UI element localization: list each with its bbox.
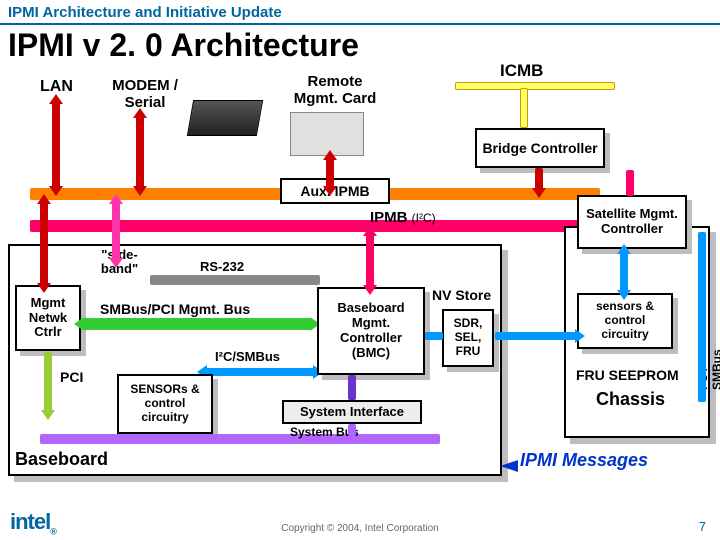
page-title: IPMI v 2. 0 Architecture	[0, 25, 720, 66]
label-remote: Remote Mgmt. Card	[290, 74, 380, 107]
bus-i2c-smb	[205, 368, 315, 376]
architecture-diagram: ICMB LAN MODEM / Serial Remote Mgmt. Car…	[0, 70, 720, 505]
conn-sysif-bus	[348, 424, 356, 436]
bus-smb-pci	[82, 318, 312, 330]
header-strip: IPMI Architecture and Initiative Update	[0, 0, 720, 25]
box-mgmt-netwk: Mgmt Netwk Ctrlr	[15, 285, 81, 351]
ipmb-sub: (I²C)	[412, 211, 436, 225]
label-ipmi-messages: IPMI Messages	[520, 450, 648, 471]
box-sensors-chassis: sensors & control circuitry	[577, 293, 673, 349]
label-lan: LAN	[40, 78, 73, 96]
bus-icmb-v	[520, 88, 528, 128]
box-satellite-controller: Satellite Mgmt. Controller	[577, 195, 687, 249]
conn-sideband	[112, 200, 120, 260]
bus-pci	[44, 352, 52, 412]
ipmb-text: IPMB	[370, 209, 408, 226]
label-modem: MODEM / Serial	[110, 78, 180, 111]
label-pci: PCI	[60, 370, 83, 385]
conn-remote	[326, 156, 334, 188]
bus-icmb	[455, 82, 615, 90]
conn-nv-chassis	[495, 332, 577, 340]
arrow-ipmi-msgs	[500, 460, 518, 472]
modem-graphic	[187, 100, 263, 136]
bus-system	[40, 434, 440, 444]
bus-rs232	[150, 275, 320, 285]
box-system-interface: System Interface	[282, 400, 422, 424]
label-nvstore: NV Store	[432, 288, 491, 303]
conn-sat-ipmb	[626, 170, 634, 196]
bus-chassis-i2c	[698, 232, 706, 402]
label-rs232: RS-232	[200, 260, 244, 274]
conn-bridge-aux	[535, 168, 543, 190]
label-smb-pci: SMBus/PCI Mgmt. Bus	[100, 302, 250, 317]
conn-bmc-ipmb	[366, 232, 374, 287]
page-number: 7	[699, 519, 706, 534]
copyright: Copyright © 2004, Intel Corporation	[0, 523, 720, 534]
label-chassis: Chassis	[596, 390, 665, 410]
conn-modem	[136, 114, 144, 188]
box-sdr-sel-fru: SDR, SEL, FRU	[442, 309, 494, 367]
box-bmc: Baseboard Mgmt. Controller (BMC)	[317, 287, 425, 375]
label-ipmb: IPMB (I²C)	[370, 210, 436, 227]
conn-bmc-sysif	[348, 375, 356, 400]
box-sensors-baseboard: SENSORs & control circuitry	[117, 374, 213, 434]
label-baseboard: Baseboard	[15, 450, 108, 470]
label-fru-seeprom: FRU SEEPROM	[576, 368, 679, 383]
conn-netwk-top	[40, 200, 48, 285]
label-i2csmb: I²C/SMBus	[215, 350, 280, 364]
conn-lan	[52, 100, 60, 188]
conn-bmc-nv	[425, 332, 443, 340]
label-icmb: ICMB	[500, 62, 543, 81]
conn-sat-sensors	[620, 250, 628, 292]
box-bridge-controller: Bridge Controller	[475, 128, 605, 168]
